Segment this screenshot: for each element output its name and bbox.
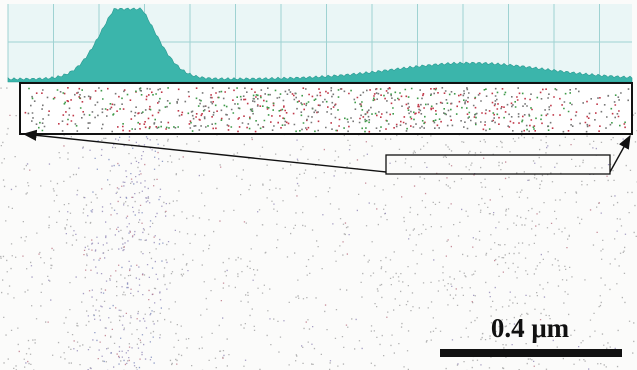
scale-bar [440,349,622,357]
figure: 0.4 μm [0,0,637,370]
scale-bar-label: 0.4 μm [491,313,570,343]
magnified-box [20,83,632,134]
